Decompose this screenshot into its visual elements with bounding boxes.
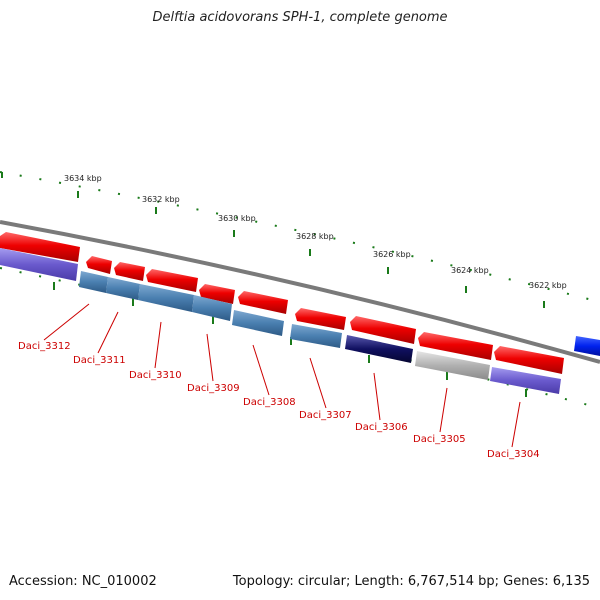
gene-arrow-highlight[interactable] (574, 336, 600, 356)
gene-block[interactable] (345, 335, 413, 363)
outer-major-ticks (1, 172, 545, 308)
scale-label-3634: 3634 kbp (64, 174, 102, 183)
gene-label-daci-3312[interactable]: Daci_3312 (18, 341, 71, 352)
gene-block[interactable] (490, 367, 561, 394)
topology-text: Topology: circular; Length: 6,767,514 bp… (232, 574, 590, 589)
gene-label-daci-3305[interactable]: Daci_3305 (413, 434, 466, 445)
label-leaders (43, 303, 521, 448)
gene-arrow[interactable] (199, 284, 235, 304)
scale-label-3626: 3626 kbp (373, 250, 411, 259)
gene-block[interactable] (0, 248, 78, 281)
gene-block[interactable] (79, 271, 108, 293)
gene-block[interactable] (192, 295, 232, 321)
gene-arrow[interactable] (86, 256, 112, 274)
gene-block[interactable] (106, 277, 140, 300)
scale-label-3624: 3624 kbp (451, 266, 489, 275)
map-title: Delftia acidovorans SPH-1, complete geno… (152, 10, 448, 25)
gene-label-daci-3309[interactable]: Daci_3309 (187, 383, 240, 394)
gene-label-daci-3311[interactable]: Daci_3311 (73, 355, 126, 366)
gene-label-daci-3304[interactable]: Daci_3304 (487, 449, 540, 460)
gene-arrow[interactable] (494, 346, 564, 374)
gene-arrow[interactable] (0, 232, 80, 262)
genome-backbone (0, 220, 600, 364)
gene-label-daci-3310[interactable]: Daci_3310 (129, 370, 182, 381)
gene-arrow[interactable] (146, 269, 198, 292)
gene-block[interactable] (290, 324, 342, 348)
gene-label-daci-3306[interactable]: Daci_3306 (355, 422, 408, 433)
gene-arrow[interactable] (418, 332, 493, 360)
scale-label-3622: 3622 kbp (529, 281, 567, 290)
gene-arrow[interactable] (295, 308, 346, 330)
gene-label-daci-3307[interactable]: Daci_3307 (299, 410, 352, 421)
gene-arrow[interactable] (114, 262, 145, 281)
accession-text: Accession: NC_010002 (9, 574, 157, 589)
scale-label-3630: 3630 kbp (218, 214, 256, 223)
scale-label-3632: 3632 kbp (142, 195, 180, 204)
reverse-genes (0, 248, 561, 394)
gene-arrow[interactable] (238, 291, 288, 314)
forward-genes (0, 232, 600, 374)
gene-label-daci-3308[interactable]: Daci_3308 (243, 397, 296, 408)
scale-label-3628: 3628 kbp (296, 232, 334, 241)
gene-arrow[interactable] (350, 316, 416, 344)
gene-block[interactable] (232, 310, 284, 336)
gene-block[interactable] (415, 351, 490, 380)
gene-block[interactable] (138, 284, 194, 312)
